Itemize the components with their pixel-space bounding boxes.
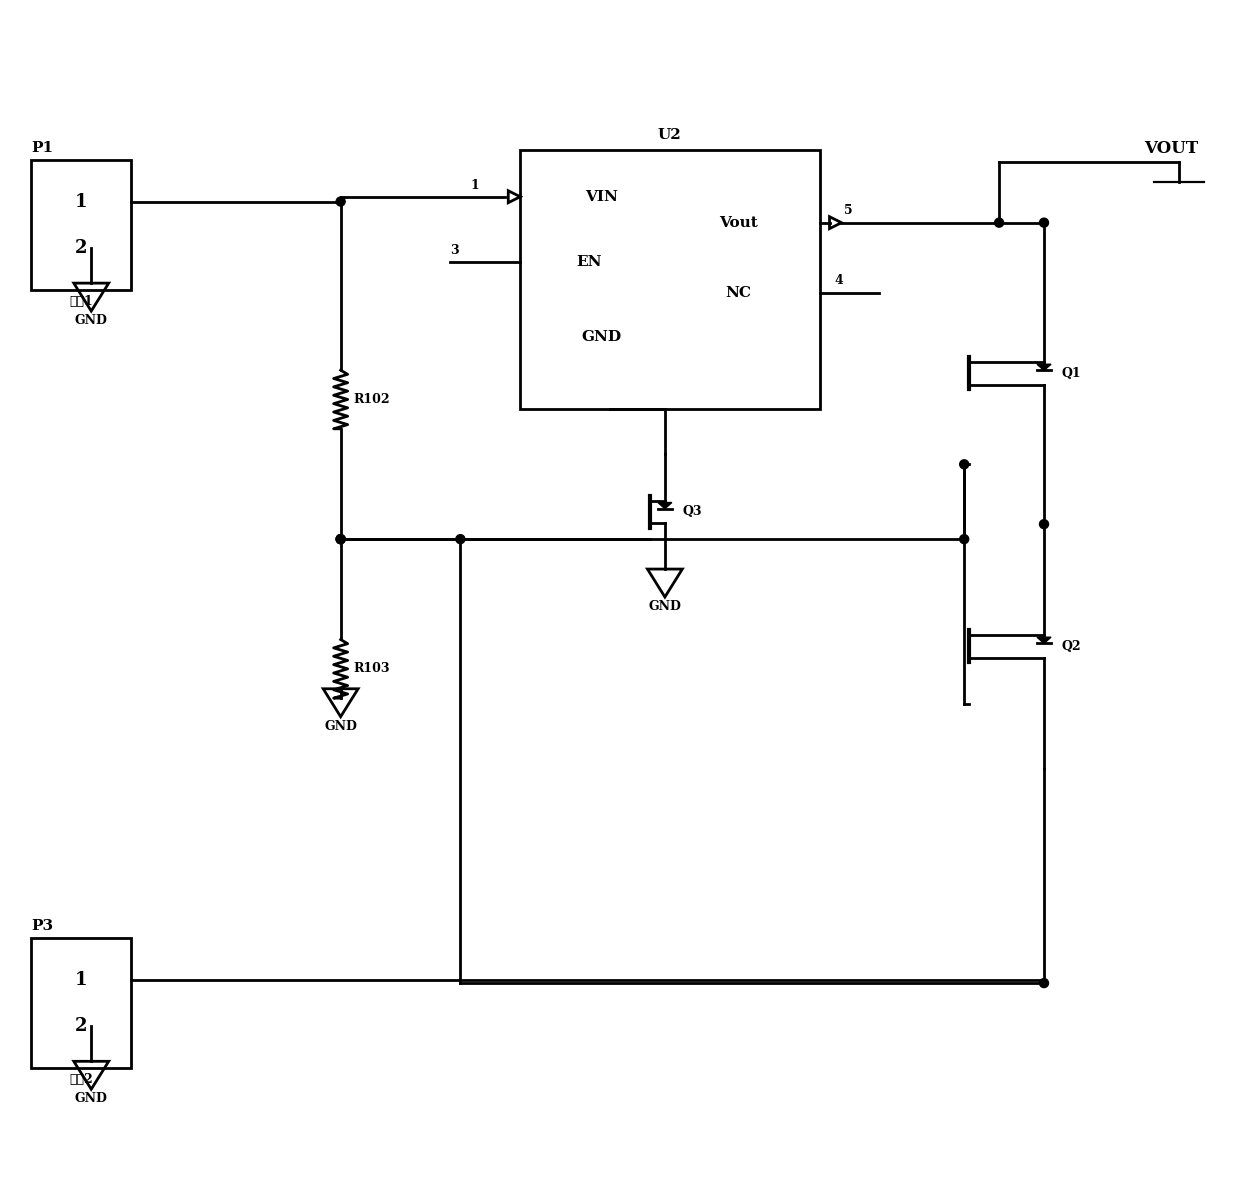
Text: VOUT: VOUT [1145, 139, 1199, 157]
Text: 1: 1 [74, 193, 88, 210]
Text: 1: 1 [74, 970, 88, 989]
Text: GND: GND [74, 314, 108, 327]
Text: Q3: Q3 [683, 505, 702, 518]
Text: GND: GND [649, 600, 681, 614]
Bar [31, 161, 131, 290]
Text: R102: R102 [353, 392, 391, 405]
Text: P3: P3 [31, 919, 53, 933]
Text: U2: U2 [658, 128, 682, 141]
Circle shape [336, 535, 345, 543]
Circle shape [1039, 218, 1049, 227]
Text: R103: R103 [353, 662, 391, 675]
Text: 1: 1 [470, 178, 479, 191]
Text: GND: GND [74, 1093, 108, 1106]
Circle shape [456, 535, 465, 543]
Text: Vout: Vout [719, 215, 758, 229]
Text: GND: GND [324, 719, 357, 732]
Circle shape [336, 535, 345, 543]
Circle shape [960, 460, 968, 468]
Text: Q1: Q1 [1061, 367, 1081, 380]
Text: 3: 3 [450, 244, 459, 257]
Circle shape [336, 197, 345, 206]
Polygon shape [1037, 637, 1052, 643]
Text: EN: EN [577, 254, 601, 269]
Circle shape [960, 535, 968, 543]
Text: P1: P1 [31, 141, 53, 155]
Text: GND: GND [582, 329, 621, 344]
Text: NC: NC [725, 285, 751, 300]
Text: 2: 2 [74, 1018, 88, 1036]
Circle shape [994, 218, 1003, 227]
Text: 供电2: 供电2 [69, 1072, 93, 1086]
Text: 5: 5 [844, 203, 853, 216]
Circle shape [336, 535, 345, 543]
Bar [31, 938, 131, 1068]
Text: 4: 4 [835, 273, 843, 287]
Text: 2: 2 [74, 239, 88, 257]
Polygon shape [658, 503, 672, 509]
Text: 供电1: 供电1 [69, 295, 93, 308]
Bar [521, 150, 820, 409]
Text: Q2: Q2 [1061, 640, 1081, 653]
Circle shape [1039, 979, 1049, 988]
Text: VIN: VIN [584, 190, 618, 203]
Circle shape [1039, 520, 1049, 529]
Polygon shape [1037, 364, 1052, 371]
